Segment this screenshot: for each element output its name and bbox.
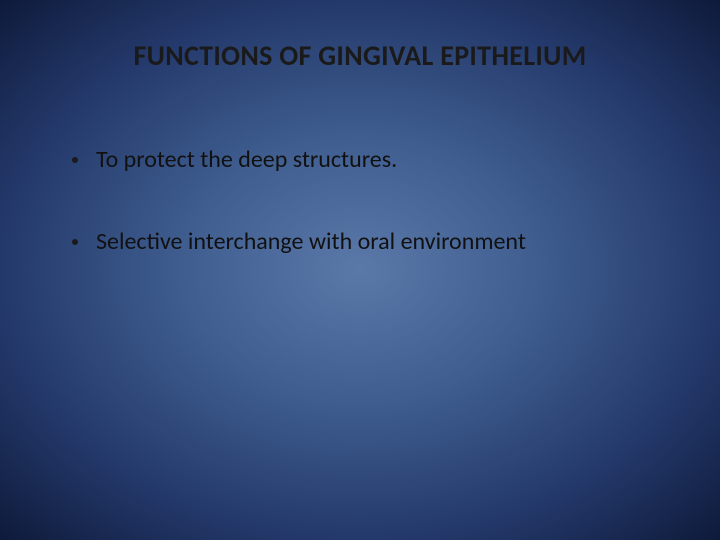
slide: FUNCTIONS OF GINGIVAL EPITHELIUM To prot…	[0, 0, 720, 540]
bullet-text: Selective interchange with oral environm…	[96, 227, 660, 257]
bullet-icon	[72, 157, 78, 163]
list-item: To protect the deep structures.	[72, 145, 660, 175]
list-item: Selective interchange with oral environm…	[72, 227, 660, 257]
bullet-list: To protect the deep structures. Selectiv…	[72, 145, 660, 309]
bullet-icon	[72, 239, 78, 245]
bullet-text: To protect the deep structures.	[96, 145, 660, 175]
slide-title: FUNCTIONS OF GINGIVAL EPITHELIUM	[0, 38, 720, 73]
